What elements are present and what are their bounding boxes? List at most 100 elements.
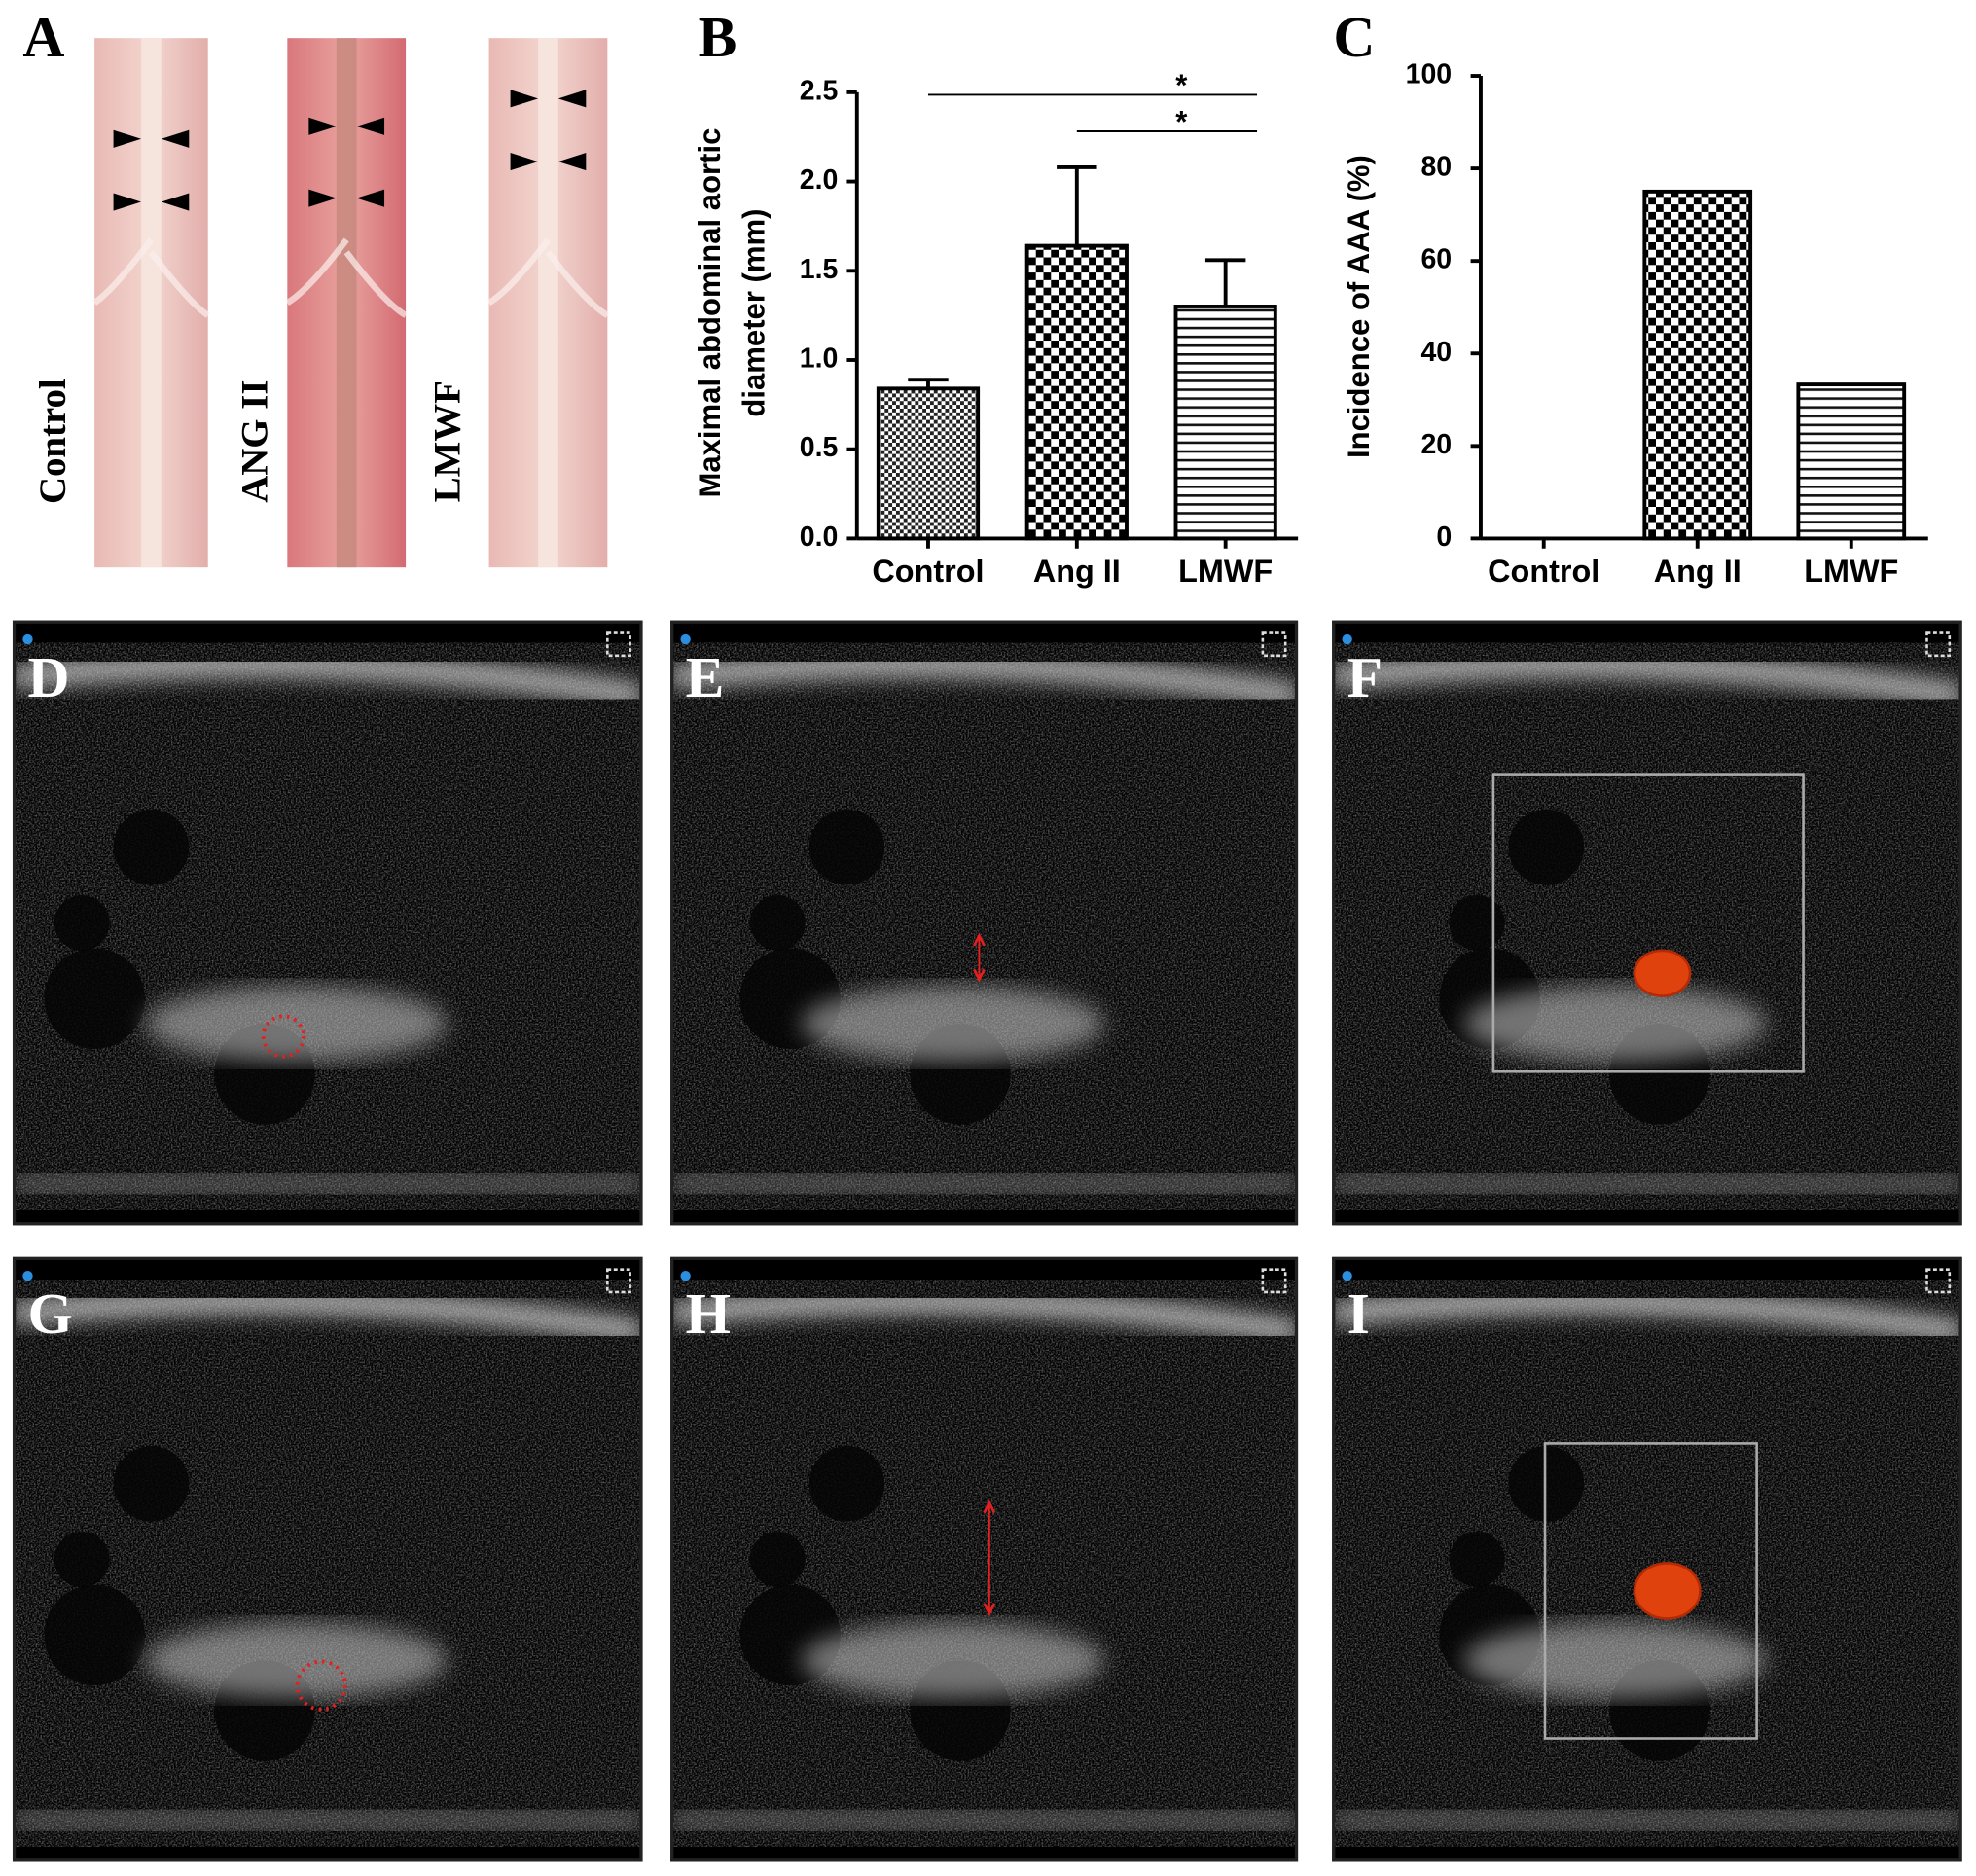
panel-letter: C <box>1333 5 1375 69</box>
ultrasound-image: I <box>1332 1256 1962 1862</box>
x-tick-label: Control <box>1488 554 1599 589</box>
aorta <box>141 38 162 568</box>
ultrasound-speckle <box>1332 1280 1962 1847</box>
dark-structure <box>54 894 110 951</box>
panel-letter: B <box>699 5 737 69</box>
frame <box>670 1256 1299 1862</box>
scale-icon <box>606 631 631 658</box>
measure-circle <box>261 1014 306 1059</box>
bottom-band <box>670 1811 1299 1829</box>
arrowhead <box>557 153 587 171</box>
doppler-box <box>1543 1442 1758 1740</box>
y-tick-label: 2.5 <box>800 75 839 106</box>
y-tick-label: 80 <box>1420 152 1452 183</box>
doppler-box <box>1491 773 1805 1073</box>
dark-structure <box>1449 894 1505 951</box>
y-axis-label: Incidence of AAA (%) <box>1342 155 1376 458</box>
vessel-branch <box>92 237 210 318</box>
ultrasound-image: D <box>12 620 643 1226</box>
panel-letter: I <box>1347 1281 1370 1346</box>
bottom-band <box>1332 1174 1962 1193</box>
arrowhead <box>161 129 190 148</box>
arrowhead <box>557 90 587 108</box>
marker-dot <box>22 633 33 645</box>
ultrasound-image: G <box>12 1256 643 1862</box>
photo-label: Control <box>32 379 74 504</box>
dark-structure <box>749 1532 806 1588</box>
marker-dot <box>1342 633 1352 645</box>
ultrasound-speckle <box>12 1280 643 1847</box>
measure-tip <box>983 1499 996 1617</box>
marker-dot <box>22 1270 33 1281</box>
dark-structure <box>113 809 190 885</box>
bright-tissue <box>1464 986 1767 1062</box>
bright-tissue <box>801 986 1104 1062</box>
panel-letter: F <box>1347 645 1383 709</box>
ultrasound-image: E <box>670 620 1299 1226</box>
bar <box>1024 243 1129 541</box>
frame <box>670 620 1299 1226</box>
y-tick-label: 0.0 <box>800 522 839 553</box>
dark-structure <box>44 1584 145 1686</box>
panel-letter: H <box>686 1281 731 1346</box>
frame <box>1332 1256 1962 1862</box>
scale-icon <box>1925 631 1952 658</box>
y-tick-label: 0 <box>1436 522 1452 553</box>
bright-tissue <box>144 986 448 1062</box>
arrowhead <box>113 129 142 148</box>
photo-label: LMWF <box>427 380 469 502</box>
bottom-band <box>1332 1811 1962 1829</box>
ultrasound-speckle <box>1332 642 1962 1210</box>
x-tick-label: Ang II <box>1654 554 1742 589</box>
skin-layer <box>670 655 1299 706</box>
y-tick-label: 0.5 <box>800 432 839 463</box>
measure-tip <box>973 932 986 983</box>
x-tick-label: LMWF <box>1178 554 1273 589</box>
skin-layer <box>1332 1291 1962 1343</box>
panel-letter: A <box>22 5 64 69</box>
skin-layer <box>670 1291 1299 1343</box>
dark-structure <box>808 809 885 885</box>
arrowhead <box>308 189 337 207</box>
ultrasound-image: H <box>670 1256 1299 1862</box>
marker-dot <box>1342 1270 1352 1281</box>
x-tick-label: LMWF <box>1804 554 1898 589</box>
bottom-band <box>12 1174 643 1193</box>
aorta <box>336 38 357 568</box>
bar <box>1642 189 1753 541</box>
arrowhead <box>356 117 385 135</box>
x-tick-label: Control <box>872 554 984 589</box>
marker-dot <box>680 1270 691 1281</box>
dark-structure <box>749 894 806 951</box>
y-tick-label: 100 <box>1406 59 1453 90</box>
panel-letter: G <box>27 1281 72 1346</box>
ultrasound-speckle <box>12 642 643 1210</box>
bar <box>876 386 981 541</box>
vessel-branch <box>486 237 610 318</box>
dark-structure <box>1508 809 1585 885</box>
frame <box>1332 620 1962 1226</box>
skin-layer <box>12 655 643 706</box>
photo-label: ANG II <box>234 380 275 503</box>
x-tick-label: Ang II <box>1033 554 1121 589</box>
dark-structure <box>44 948 145 1049</box>
bar <box>1796 382 1907 541</box>
marker-dot <box>680 633 691 645</box>
bright-tissue <box>144 1622 448 1699</box>
bar <box>1173 305 1277 541</box>
arrowhead <box>161 193 190 211</box>
bottom-band <box>12 1811 643 1829</box>
y-axis-label: Maximal abdominal aortic <box>693 128 727 498</box>
y-tick-label: 60 <box>1420 244 1452 275</box>
bottom-band <box>670 1174 1299 1193</box>
frame <box>12 620 643 1226</box>
scale-icon <box>1261 631 1287 658</box>
significance-label: * <box>1175 104 1188 138</box>
skin-layer <box>12 1291 643 1343</box>
doppler-flow <box>1633 1562 1702 1620</box>
y-tick-label: 2.0 <box>800 164 839 196</box>
skin-layer <box>1332 655 1962 706</box>
arrowhead <box>510 153 539 171</box>
dark-structure <box>1508 1445 1585 1522</box>
